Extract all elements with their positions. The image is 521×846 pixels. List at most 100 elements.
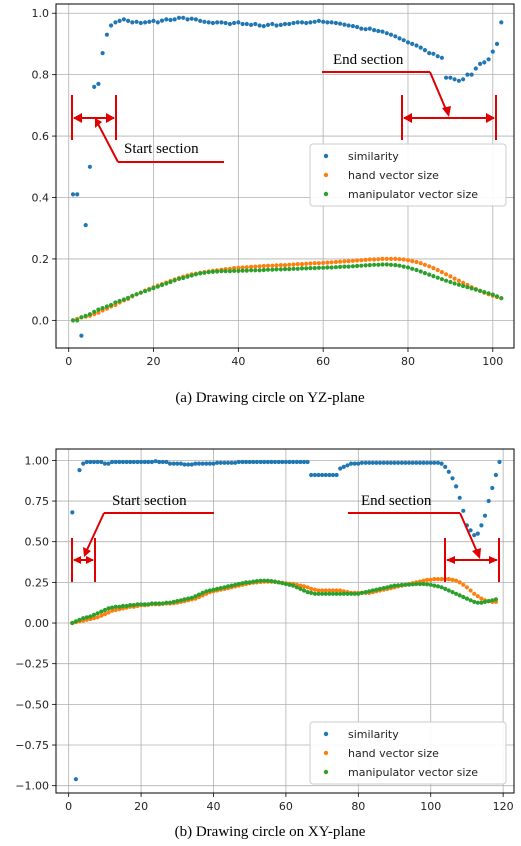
point-manipulator-vector-size (363, 590, 368, 595)
point-hand-vector-size (414, 259, 419, 265)
point-manipulator-vector-size (359, 590, 364, 596)
point-similarity (308, 20, 313, 25)
point-manipulator-vector-size (186, 596, 191, 601)
point-similarity (345, 463, 350, 468)
point-similarity (287, 459, 292, 465)
point-hand-vector-size (325, 260, 330, 265)
point-hand-vector-size (320, 588, 325, 593)
point-hand-vector-size (291, 262, 296, 267)
point-similarity (126, 18, 131, 23)
point-similarity (218, 460, 223, 465)
point-manipulator-vector-size (376, 262, 381, 267)
point-manipulator-vector-size (131, 603, 136, 608)
point-manipulator-vector-size (363, 263, 368, 268)
point-manipulator-vector-size (427, 272, 432, 277)
point-similarity (113, 459, 118, 465)
point-similarity (240, 21, 245, 27)
point-manipulator-vector-size (446, 588, 451, 593)
point-similarity (334, 472, 339, 478)
x-tick-label: 80 (351, 800, 365, 813)
point-manipulator-vector-size (276, 580, 281, 585)
point-similarity (468, 528, 473, 533)
point-hand-vector-size (393, 256, 398, 261)
point-manipulator-vector-size (452, 281, 457, 286)
point-similarity (475, 531, 480, 536)
point-manipulator-vector-size (309, 590, 314, 596)
point-similarity (153, 459, 158, 464)
point-similarity (304, 20, 309, 26)
point-manipulator-vector-size (338, 264, 343, 269)
point-manipulator-vector-size (157, 601, 162, 606)
point-similarity (465, 72, 470, 77)
legend-marker-manipulator-b (323, 769, 329, 775)
point-similarity (490, 485, 495, 491)
point-similarity (269, 459, 274, 465)
point-manipulator-vector-size (298, 586, 303, 592)
point-manipulator-vector-size (146, 602, 151, 607)
point-similarity (291, 20, 296, 26)
point-manipulator-vector-size (138, 290, 143, 295)
point-manipulator-vector-size (396, 583, 401, 588)
point-similarity (265, 459, 270, 465)
point-similarity (486, 57, 491, 62)
point-manipulator-vector-size (493, 597, 498, 602)
legend-marker-hand-b (323, 750, 329, 756)
point-hand-vector-size (110, 608, 115, 613)
point-similarity (276, 459, 281, 465)
point-similarity (206, 20, 211, 25)
point-manipulator-vector-size (215, 586, 220, 592)
point-similarity (282, 21, 288, 27)
point-similarity (316, 472, 321, 478)
point-hand-vector-size (468, 588, 473, 593)
point-manipulator-vector-size (164, 281, 169, 286)
point-manipulator-vector-size (211, 587, 216, 592)
point-similarity (219, 20, 224, 25)
legend-label-similarity: similarity (348, 150, 399, 163)
point-similarity (309, 472, 314, 478)
point-similarity (396, 460, 401, 465)
point-similarity (233, 460, 238, 465)
point-manipulator-vector-size (316, 265, 321, 270)
point-manipulator-vector-size (392, 583, 397, 588)
point-similarity (446, 469, 451, 474)
point-similarity (210, 20, 215, 26)
point-similarity (490, 49, 495, 54)
point-hand-vector-size (457, 580, 462, 585)
point-manipulator-vector-size (91, 612, 97, 618)
caption-b: (b) Drawing circle on XY-plane (175, 824, 366, 840)
point-similarity (461, 77, 466, 82)
point-manipulator-vector-size (172, 278, 177, 283)
point-manipulator-vector-size (312, 591, 317, 596)
point-similarity (381, 460, 386, 465)
point-manipulator-vector-size (83, 313, 88, 318)
point-similarity (403, 460, 408, 465)
point-similarity (444, 75, 449, 80)
point-similarity (341, 464, 346, 469)
point-similarity (138, 20, 143, 26)
point-hand-vector-size (359, 258, 364, 263)
point-hand-vector-size (265, 263, 271, 268)
point-manipulator-vector-size (202, 270, 207, 275)
point-similarity (401, 38, 406, 43)
point-manipulator-vector-size (421, 581, 426, 587)
point-similarity (388, 32, 394, 37)
point-manipulator-vector-size (96, 307, 101, 312)
point-manipulator-vector-size (134, 292, 139, 297)
point-similarity (155, 20, 160, 25)
point-manipulator-vector-size (280, 581, 285, 586)
point-manipulator-vector-size (77, 617, 82, 622)
x-tick-label: 100 (420, 800, 441, 813)
legend-label-manipulator: manipulator vector size (348, 188, 478, 201)
point-manipulator-vector-size (164, 600, 169, 605)
end-section-annotation-b (348, 512, 500, 582)
point-manipulator-vector-size (130, 293, 135, 298)
point-similarity (113, 20, 118, 25)
point-manipulator-vector-size (490, 292, 495, 297)
point-similarity (473, 66, 478, 71)
point-similarity (320, 472, 325, 478)
y-tick-label: 0.8 (32, 69, 50, 82)
point-hand-vector-size (450, 577, 455, 583)
point-manipulator-vector-size (92, 309, 97, 314)
point-manipulator-vector-size (444, 278, 449, 283)
point-hand-vector-size (405, 258, 411, 263)
